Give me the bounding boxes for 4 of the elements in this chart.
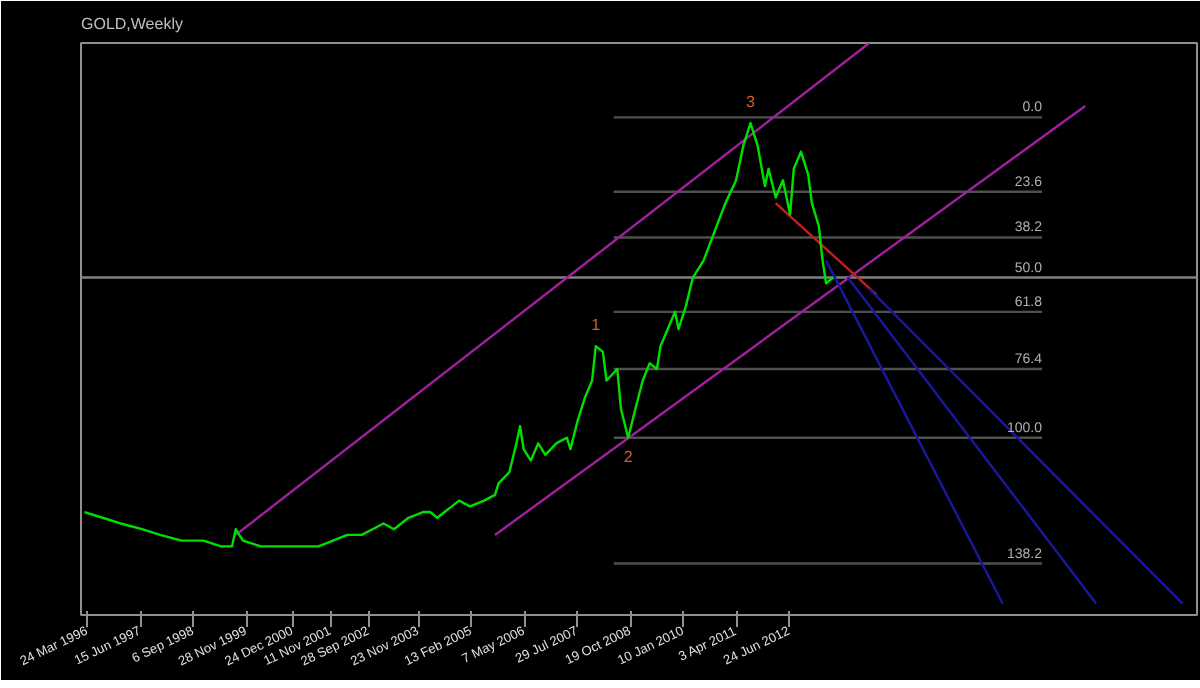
chart-title: GOLD,Weekly [81, 15, 183, 33]
annotation: 3 [746, 93, 757, 112]
annotation: 1 [591, 316, 602, 335]
annotation: 2 [623, 447, 634, 466]
